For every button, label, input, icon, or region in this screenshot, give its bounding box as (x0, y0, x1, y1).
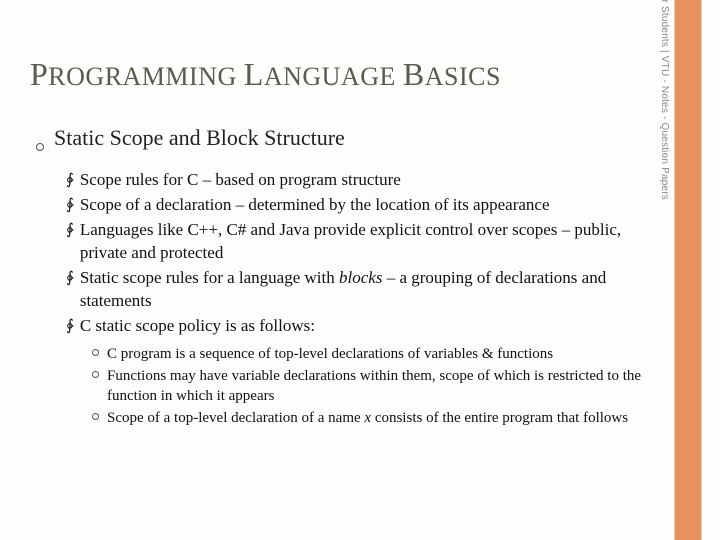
title-word: ANGUAGE (264, 62, 403, 91)
list-item: ∳ Languages like C++, C# and Java provid… (66, 219, 660, 265)
sub-bullet-text-part: consists of the entire program that foll… (371, 410, 628, 426)
squiggle-icon: ∳ (66, 268, 74, 288)
slide-content: PROGRAMMING LANGUAGE BASICS Static Scope… (0, 0, 720, 451)
list-item: ∳ Scope rules for C – based on program s… (66, 169, 660, 192)
squiggle-icon: ∳ (66, 316, 74, 336)
ring-bullet-icon (92, 349, 99, 356)
bullet-text: Languages like C++, C# and Java provide … (80, 219, 660, 265)
sub-bullet-text: Scope of a top-level declaration of a na… (107, 408, 660, 428)
slide-title: PROGRAMMING LANGUAGE BASICS (30, 56, 660, 93)
bullet-text: Static scope rules for a language with b… (80, 267, 660, 313)
bullet-text-part: Static scope rules for a language with (80, 268, 339, 287)
ring-bullet-icon (92, 371, 99, 378)
squiggle-icon: ∳ (66, 195, 74, 215)
accent-bar (674, 0, 702, 540)
subtitle: Static Scope and Block Structure (54, 125, 345, 151)
sub-list-item: Functions may have variable declarations… (92, 366, 660, 407)
sub-bullet-text: C program is a sequence of top-level dec… (107, 344, 660, 364)
title-cap: B (403, 56, 425, 92)
bullet-list: ∳ Scope rules for C – based on program s… (66, 169, 660, 429)
title-word: ASICS (425, 62, 501, 91)
list-item: ∳ Scope of a declaration – determined by… (66, 194, 660, 217)
bullet-italic: blocks (339, 268, 382, 287)
list-item: ∳ C static scope policy is as follows: (66, 315, 660, 338)
squiggle-icon: ∳ (66, 220, 74, 240)
bullet-text: Scope of a declaration – determined by t… (80, 194, 660, 217)
ring-bullet-icon (36, 143, 44, 151)
title-word: ROGRAMMING (48, 62, 243, 91)
ring-bullet-icon (92, 413, 99, 420)
sub-list-item: Scope of a top-level declaration of a na… (92, 408, 660, 428)
title-cap: P (30, 56, 48, 92)
bullet-text: C static scope policy is as follows: (80, 315, 660, 338)
watermark-text: www.Bookspar.com | Website for Students … (659, 0, 670, 200)
subtitle-row: Static Scope and Block Structure (36, 125, 660, 151)
title-cap: L (244, 56, 264, 92)
sub-bullet-text-part: Scope of a top-level declaration of a na… (107, 410, 364, 426)
sub-bullet-list: C program is a sequence of top-level dec… (92, 344, 660, 429)
sub-list-item: C program is a sequence of top-level dec… (92, 344, 660, 364)
list-item: ∳ Static scope rules for a language with… (66, 267, 660, 313)
squiggle-icon: ∳ (66, 170, 74, 190)
bullet-text: Scope rules for C – based on program str… (80, 169, 660, 192)
sub-bullet-text: Functions may have variable declarations… (107, 366, 660, 407)
